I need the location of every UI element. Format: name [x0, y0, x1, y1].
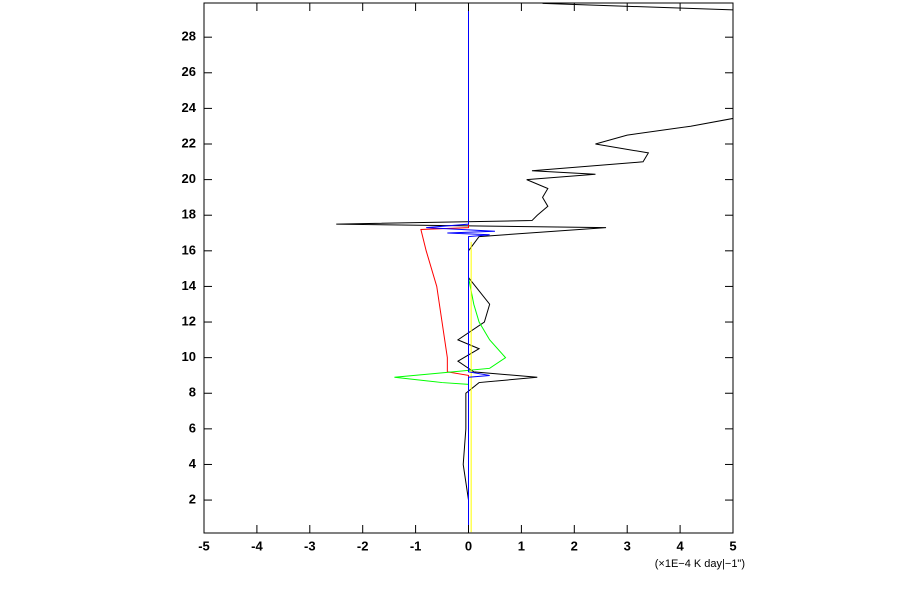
- x-tick-label: -5: [198, 538, 210, 553]
- y-tick-label: 4: [189, 456, 197, 471]
- y-tick-label: 10: [182, 349, 196, 364]
- y-tick-label: 6: [189, 420, 196, 435]
- y-tick-label: 14: [182, 278, 197, 293]
- y-tick-label: 26: [182, 64, 196, 79]
- profile-line: [394, 241, 507, 533]
- x-tick-label: -3: [304, 538, 316, 553]
- y-tick-label: 18: [182, 207, 196, 222]
- y-tick-label: 12: [182, 313, 196, 328]
- x-tick-label: 5: [729, 538, 736, 553]
- y-tick-label: 20: [182, 171, 196, 186]
- profile-line: [336, 3, 733, 533]
- x-tick-label: 3: [624, 538, 631, 553]
- y-tick-label: 16: [182, 242, 196, 257]
- profile-line: [420, 224, 469, 533]
- y-tick-label: 8: [189, 385, 196, 400]
- x-tick-label: -2: [357, 538, 369, 553]
- x-tick-label: 1: [518, 538, 525, 553]
- y-tick-label: 22: [182, 135, 196, 150]
- x-tick-label: 2: [571, 538, 578, 553]
- profile-line: [426, 3, 495, 533]
- x-tick-label: -4: [251, 538, 263, 553]
- x-axis-label: (×1E−4 K day|−1"): [655, 558, 745, 570]
- x-tick-label: -1: [410, 538, 422, 553]
- x-tick-label: 0: [465, 538, 472, 553]
- y-tick-label: 24: [182, 100, 197, 115]
- plot-lines: [336, 3, 733, 533]
- x-tick-label: 4: [676, 538, 684, 553]
- y-tick-label: 28: [182, 29, 196, 44]
- y-tick-label: 2: [189, 492, 196, 507]
